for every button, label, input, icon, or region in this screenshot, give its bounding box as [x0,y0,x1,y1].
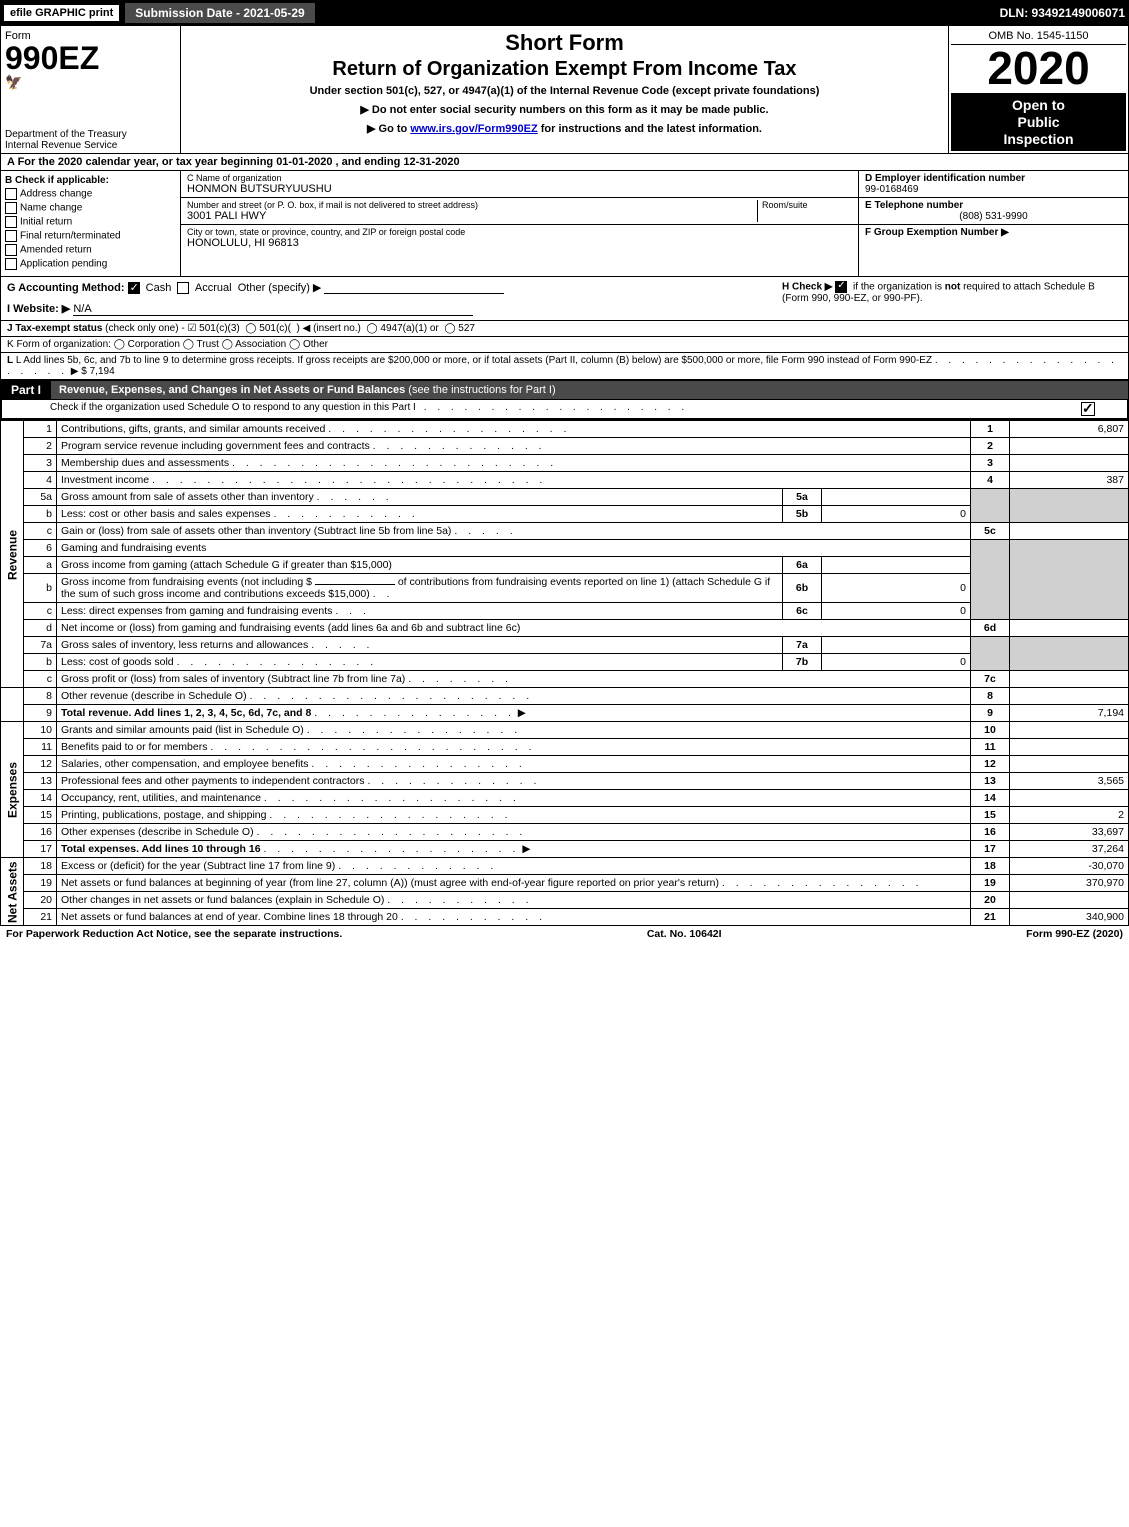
line18-value: -30,070 [1010,858,1129,875]
b-check-label: B Check if applicable: [5,175,176,186]
chk-cash[interactable]: ✓ [128,282,140,294]
street-address: 3001 PALI HWY [187,210,757,222]
f-group-label: F Group Exemption Number ▶ [865,227,1122,238]
chk-address-change[interactable] [5,188,17,200]
efile-print-button[interactable]: efile GRAPHIC print [4,5,119,21]
dln-label: DLN: 93492149006071 [1000,6,1125,20]
goto-link-row: ▶ Go to www.irs.gov/Form990EZ for instru… [189,122,940,135]
chk-schedule-b[interactable]: ✓ [835,281,847,293]
line17-value: 37,264 [1010,841,1129,858]
entity-block: B Check if applicable: Address change Na… [0,171,1129,277]
room-label: Room/suite [762,200,852,210]
chk-accrual[interactable] [177,282,189,294]
org-name: HONMON BUTSURYUUSHU [187,183,852,195]
line-k-form-org: K Form of organization: ◯ Corporation ◯ … [0,337,1129,353]
ein-value: 99-0168469 [865,184,1122,195]
side-revenue: Revenue [1,421,24,688]
part1-check-o: Check if the organization used Schedule … [1,400,1128,419]
line16-value: 33,697 [1010,824,1129,841]
chk-amended-return[interactable] [5,244,17,256]
form-edition: Form 990-EZ (2020) [1026,928,1123,940]
form-header: Form 990EZ 🦅 Department of the TreasuryI… [0,26,1129,154]
line-a-tax-year: A For the 2020 calendar year, or tax yea… [0,154,1129,171]
addr-label: Number and street (or P. O. box, if mail… [187,200,757,210]
top-bar: efile GRAPHIC print Submission Date - 20… [0,0,1129,26]
side-expenses: Expenses [1,722,24,858]
website-value: N/A [73,303,473,316]
cat-number: Cat. No. 10642I [647,928,722,940]
side-net-assets: Net Assets [1,858,24,926]
chk-application-pending[interactable] [5,258,17,270]
title-return: Return of Organization Exempt From Incom… [189,58,940,81]
city-label: City or town, state or province, country… [187,227,852,237]
section-g-h-i: G Accounting Method: ✓ Cash Accrual Othe… [0,277,1129,321]
line21-value: 340,900 [1010,909,1129,926]
part-1-header: Part I Revenue, Expenses, and Changes in… [1,380,1128,400]
paperwork-notice: For Paperwork Reduction Act Notice, see … [6,928,342,940]
chk-final-return[interactable] [5,230,17,242]
subtitle-section: Under section 501(c), 527, or 4947(a)(1)… [189,85,940,97]
d-ein-label: D Employer identification number [865,173,1122,184]
phone-value: (808) 531-9990 [865,211,1122,222]
tax-year: 2020 [951,45,1126,91]
c-name-label: C Name of organization [187,173,852,183]
line1-value: 6,807 [1010,421,1129,438]
dept-treasury: Department of the TreasuryInternal Reven… [5,129,127,151]
submission-date-button[interactable]: Submission Date - 2021-05-29 [125,3,314,23]
form-number: 990EZ [5,42,176,74]
footer: For Paperwork Reduction Act Notice, see … [0,926,1129,942]
revenue-table: Revenue 1Contributions, gifts, grants, a… [0,420,1129,926]
line15-value: 2 [1010,807,1129,824]
chk-schedule-o[interactable] [1081,402,1095,416]
line9-value: 7,194 [1010,705,1129,722]
line-l-gross-receipts: L L Add lines 5b, 6c, and 7b to line 9 t… [0,353,1129,380]
chk-name-change[interactable] [5,202,17,214]
chk-initial-return[interactable] [5,216,17,228]
open-public-box: Open toPublicInspection [951,93,1126,151]
ssn-warning: ▶ Do not enter social security numbers o… [189,103,940,116]
line19-value: 370,970 [1010,875,1129,892]
e-phone-label: E Telephone number [865,200,1122,211]
line4-value: 387 [1010,472,1129,489]
city-state-zip: HONOLULU, HI 96813 [187,237,852,249]
line13-value: 3,565 [1010,773,1129,790]
other-specify-field[interactable] [324,281,504,294]
line-j-tax-exempt: J Tax-exempt status (check only one) - ☑… [0,321,1129,337]
title-short-form: Short Form [189,30,940,56]
irs-link[interactable]: www.irs.gov/Form990EZ [410,123,537,135]
